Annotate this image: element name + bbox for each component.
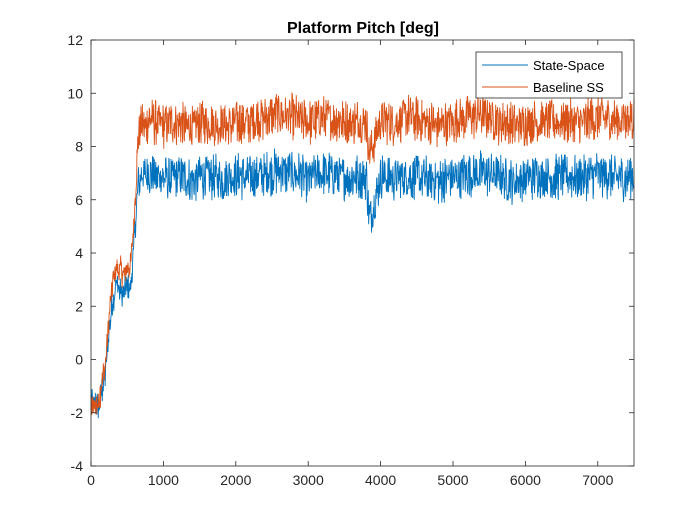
- x-tick-label: 0: [87, 472, 95, 488]
- x-tick-label: 5000: [437, 472, 468, 488]
- x-tick-label: 2000: [220, 472, 251, 488]
- series-layer: [90, 91, 635, 419]
- y-tick-label: 6: [75, 192, 83, 208]
- x-tick-label: 6000: [510, 472, 541, 488]
- legend: State-Space Baseline SS: [475, 51, 623, 99]
- series-line-state-space: [90, 148, 635, 419]
- chart-title: Platform Pitch [deg]: [287, 20, 439, 37]
- x-tick-label: 3000: [293, 472, 324, 488]
- legend-label-baseline-ss: Baseline SS: [533, 80, 604, 95]
- legend-box: [475, 51, 623, 99]
- y-tick-label: 2: [75, 298, 83, 314]
- axes-layer: 0 1000 2000 3000 4000 5000 6000 7000 -4 -2 0 2 4 6 8 10…: [67, 32, 635, 488]
- y-tick-label: 12: [67, 32, 83, 48]
- y-tick-label: 10: [67, 85, 83, 101]
- y-tick-label: 8: [75, 139, 83, 155]
- y-tick-label: -4: [71, 458, 84, 474]
- legend-label-state-space: State-Space: [533, 58, 605, 73]
- series-line-baseline-ss: [90, 91, 635, 415]
- y-tick-label: 0: [75, 352, 83, 368]
- x-tick-label: 1000: [148, 472, 179, 488]
- x-tick-label: 4000: [365, 472, 396, 488]
- y-tick-label: 4: [75, 245, 83, 261]
- y-tick-label: -2: [71, 405, 84, 421]
- plot-area: [91, 40, 634, 466]
- x-tick-label: 7000: [582, 472, 613, 488]
